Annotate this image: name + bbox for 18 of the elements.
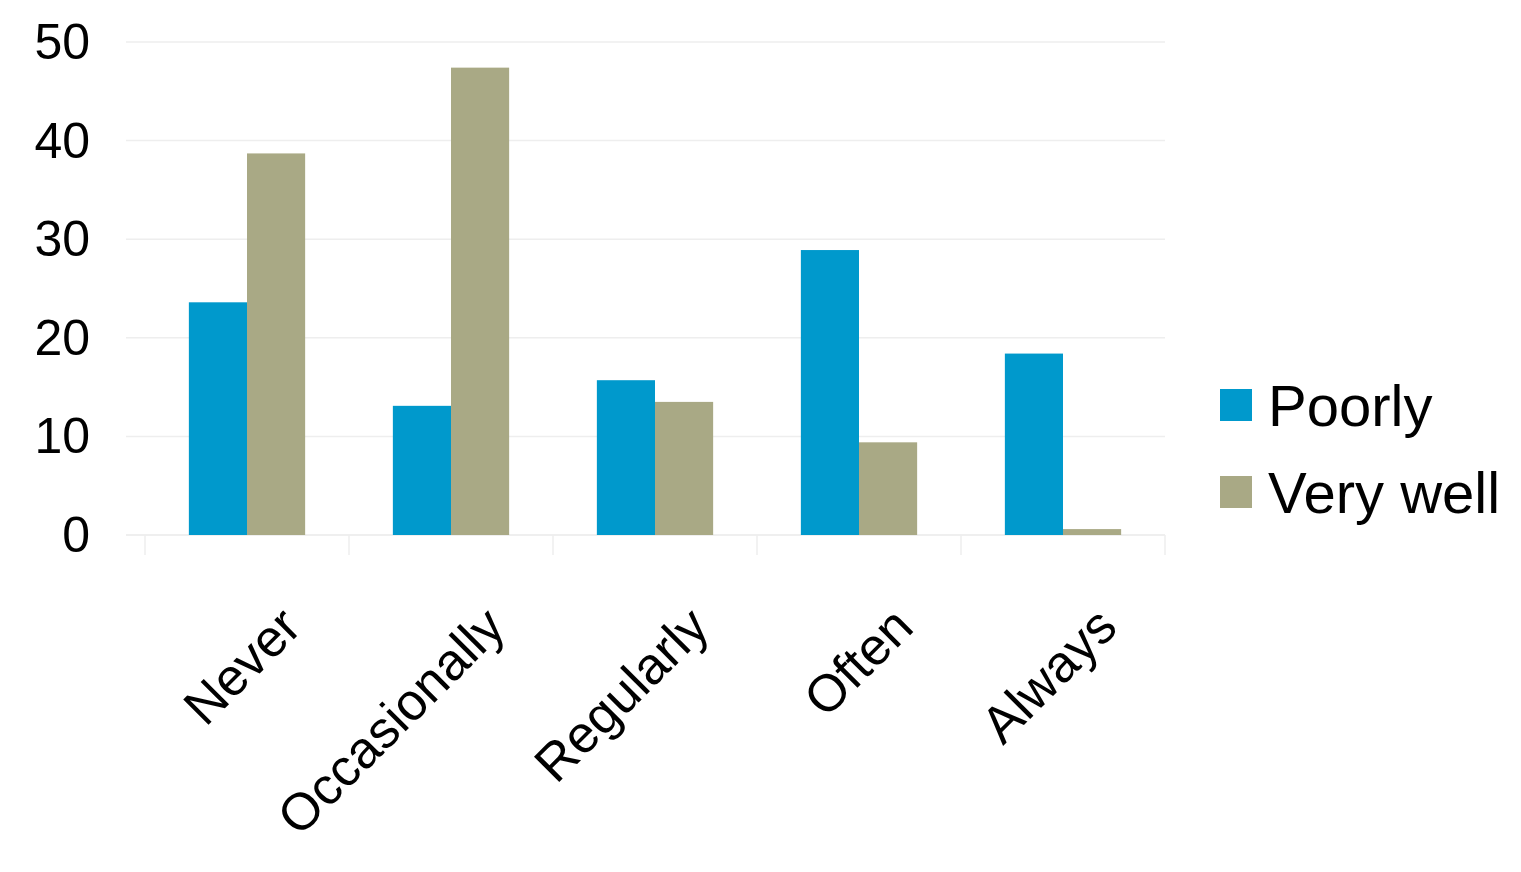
bar <box>392 405 451 535</box>
bar <box>247 153 306 535</box>
bar <box>451 67 510 535</box>
y-tick-label: 40 <box>34 112 90 169</box>
y-tick-label: 20 <box>34 309 90 366</box>
bar <box>188 302 247 535</box>
y-tick-label: 30 <box>34 211 90 268</box>
bar <box>1063 529 1122 535</box>
y-tick-label: 50 <box>34 14 90 70</box>
bar <box>596 380 655 535</box>
bar <box>859 442 918 535</box>
y-tick-label: 0 <box>62 507 90 563</box>
bar <box>655 401 714 535</box>
y-tick-label: 10 <box>34 408 90 465</box>
legend-label: Poorly <box>1268 372 1433 438</box>
bar <box>1004 353 1063 535</box>
legend-label: Very well <box>1268 459 1501 525</box>
bar <box>800 250 859 535</box>
